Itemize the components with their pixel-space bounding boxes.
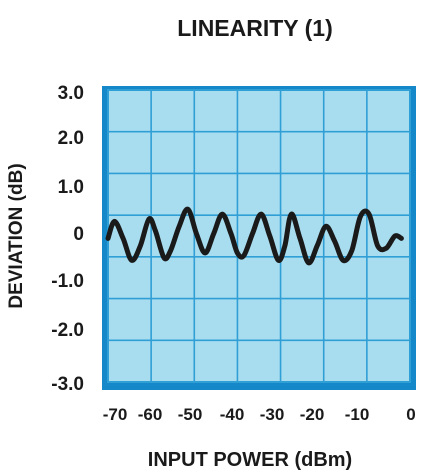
x-axis-label: INPUT POWER (dBm) — [148, 449, 352, 471]
chart-title: LINEARITY (1) — [177, 15, 332, 41]
x-tick-label: -10 — [345, 405, 370, 424]
x-tick-label: -60 — [138, 405, 163, 424]
y-axis-label: DEVIATION (dB) — [6, 163, 27, 308]
y-tick-label: -2.0 — [51, 320, 84, 341]
x-tick-label: -70 — [103, 405, 128, 424]
x-tick-label: 0 — [406, 405, 415, 424]
x-tick-label: -30 — [260, 405, 285, 424]
x-tick-label: -50 — [178, 405, 203, 424]
plot-area — [108, 90, 410, 382]
y-tick-label: 0 — [73, 224, 84, 245]
y-tick-label: -3.0 — [51, 374, 84, 395]
x-tick-label: -40 — [220, 405, 245, 424]
grid-lines — [108, 90, 410, 382]
y-tick-label: -1.0 — [51, 271, 84, 292]
x-tick-label: -20 — [300, 405, 325, 424]
deviation-series-line — [105, 206, 404, 266]
y-tick-label: 1.0 — [58, 177, 84, 198]
y-tick-labels: 3.0 2.0 1.0 0 -1.0 -2.0 -3.0 — [51, 83, 84, 395]
y-tick-label: 2.0 — [58, 128, 84, 149]
x-tick-labels: -70 -60 -50 -40 -30 -20 -10 0 — [103, 405, 416, 424]
y-tick-label: 3.0 — [58, 83, 84, 104]
